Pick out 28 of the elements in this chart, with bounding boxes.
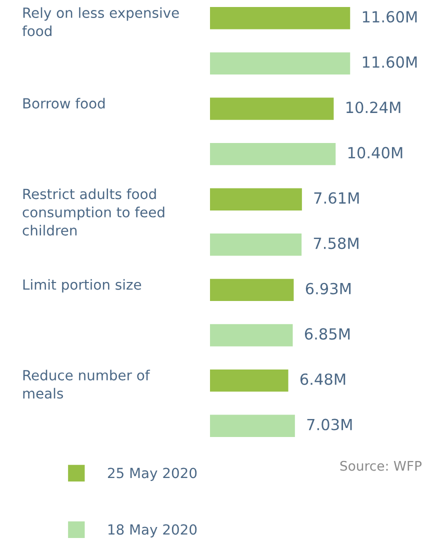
data-label: 7.03M [307, 418, 352, 430]
y-tick-label: Borrow food [23, 98, 105, 109]
bar [210, 234, 302, 256]
bar [210, 188, 302, 210]
data-label: 7.61M [314, 192, 359, 204]
y-tick-label: Rely on less expensive food [22, 7, 179, 36]
data-label: 11.60M [362, 11, 417, 23]
y-tick-label: Limit portion size [23, 279, 142, 293]
bar [210, 324, 293, 346]
bar [210, 52, 350, 75]
data-label: 6.93M [306, 282, 351, 294]
source-note: Source: WFP [340, 460, 422, 471]
data-label: 10.24M [346, 102, 400, 114]
bar [210, 278, 294, 302]
y-tick-label: Restrict adults food consumption to feed children [22, 188, 164, 236]
bar [210, 98, 334, 120]
y-tick-label: Reduce number of meals [23, 370, 150, 399]
data-label: 6.48M [300, 373, 346, 386]
data-label: 6.85M [304, 328, 350, 340]
legend-label: 18 May 2020 [108, 524, 197, 538]
data-label: 10.40M [348, 146, 402, 158]
bar [210, 7, 350, 30]
bar [210, 369, 288, 392]
bar [210, 414, 295, 437]
data-label: 11.60M [362, 56, 417, 68]
legend-label: 25 May 2020 [108, 468, 197, 481]
bar [210, 142, 336, 166]
data-label: 7.58M [314, 238, 358, 250]
